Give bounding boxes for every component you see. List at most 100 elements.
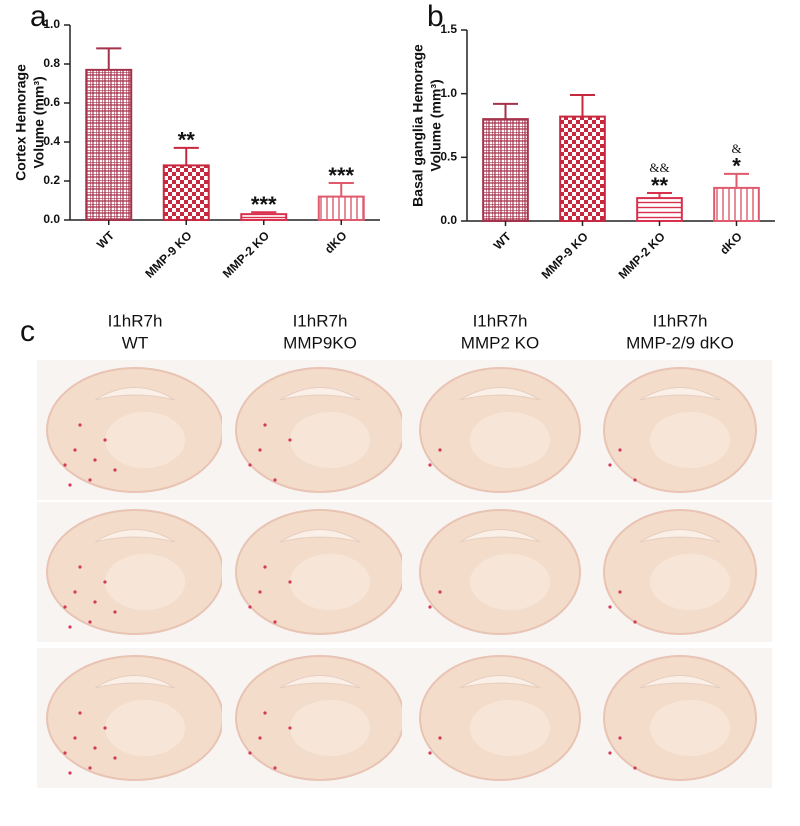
ventricle (279, 529, 361, 543)
significance: *** (251, 192, 277, 217)
significance-amp: & (731, 141, 741, 156)
hemorrhage-speck (258, 448, 262, 452)
hemorrhage-speck (288, 726, 292, 730)
column-header: WT (122, 333, 148, 352)
hemorrhage-speck (78, 711, 82, 715)
hemorrhage-speck (438, 590, 442, 594)
column-header: I1hR7h (108, 311, 163, 330)
hemorrhage-speck (63, 605, 67, 609)
hemorrhage-speck (438, 448, 442, 452)
ventricle (94, 675, 176, 689)
x-tick-label: MMP-9 KO (539, 229, 591, 281)
hemorrhage-speck (248, 463, 252, 467)
ventricle (459, 387, 541, 401)
hemorrhage-speck (438, 736, 442, 740)
slice-highlight (470, 554, 550, 610)
hemorrhage-speck (68, 625, 72, 629)
ventricle (639, 675, 721, 689)
hemorrhage-speck (288, 438, 292, 442)
hemorrhage-speck (273, 766, 277, 770)
hemorrhage-speck (248, 751, 252, 755)
hemorrhage-speck (288, 580, 292, 584)
hemorrhage-speck (73, 448, 77, 452)
panel-label: b (427, 0, 444, 33)
hemorrhage-speck (248, 605, 252, 609)
hemorrhage-speck (273, 620, 277, 624)
ventricle (279, 675, 361, 689)
hemorrhage-speck (68, 483, 72, 487)
slice-highlight (290, 554, 370, 610)
hemorrhage-speck (68, 771, 72, 775)
x-tick-label: WT (94, 228, 118, 252)
bar (482, 118, 529, 222)
column-header: MMP9KO (283, 333, 357, 352)
ventricle (279, 387, 361, 401)
hemorrhage-speck (103, 580, 107, 584)
slice-highlight (105, 700, 185, 756)
bar (85, 68, 133, 221)
slice-highlight (650, 554, 730, 610)
slice-highlight (105, 554, 185, 610)
slice-highlight (470, 412, 550, 468)
hemorrhage-speck (618, 448, 622, 452)
y-tick-label: 0.6 (43, 95, 60, 109)
hemorrhage-speck (273, 478, 277, 482)
hemorrhage-speck (428, 463, 432, 467)
slice-highlight (650, 700, 730, 756)
slice-highlight (650, 412, 730, 468)
x-tick-label: MMP-9 KO (142, 228, 194, 280)
hemorrhage-speck (78, 423, 82, 427)
bar (317, 195, 365, 222)
hemorrhage-speck (618, 590, 622, 594)
hemorrhage-speck (633, 478, 637, 482)
hemorrhage-speck (93, 600, 97, 604)
x-tick-label: WT (491, 229, 515, 253)
hemorrhage-speck (88, 620, 92, 624)
hemorrhage-speck (93, 458, 97, 462)
bar (559, 115, 606, 222)
y-tick-label: 1.0 (43, 17, 60, 31)
hemorrhage-speck (608, 605, 612, 609)
slice-highlight (105, 412, 185, 468)
bar (162, 164, 210, 221)
panel-label: c (20, 315, 35, 348)
significance: ** (651, 173, 669, 198)
column-header: MMP2 KO (461, 333, 539, 352)
column-header: I1hR7h (293, 311, 348, 330)
y-axis-label: Basal ganglia Hemorage (410, 44, 426, 207)
ventricle (639, 529, 721, 543)
hemorrhage-speck (608, 751, 612, 755)
hemorrhage-speck (88, 766, 92, 770)
y-tick-label: 0.2 (43, 173, 60, 187)
significance-amp: && (649, 160, 669, 175)
hemorrhage-speck (88, 478, 92, 482)
significance: ** (178, 128, 196, 153)
ventricle (94, 387, 176, 401)
ventricle (639, 387, 721, 401)
hemorrhage-speck (618, 736, 622, 740)
hemorrhage-speck (258, 736, 262, 740)
y-tick-label: 1.0 (440, 86, 457, 100)
ventricle (459, 675, 541, 689)
hemorrhage-speck (113, 756, 117, 760)
bar (713, 186, 760, 222)
slice-highlight (290, 700, 370, 756)
hemorrhage-speck (63, 751, 67, 755)
y-axis-label: Volume (mm³) (428, 79, 444, 171)
hemorrhage-speck (73, 590, 77, 594)
hemorrhage-speck (103, 438, 107, 442)
x-tick-label: dKO (717, 229, 745, 257)
hemorrhage-speck (428, 751, 432, 755)
hemorrhage-speck (73, 736, 77, 740)
hemorrhage-speck (263, 711, 267, 715)
y-tick-label: 0.4 (43, 134, 60, 148)
column-header: I1hR7h (653, 311, 708, 330)
hemorrhage-speck (113, 468, 117, 472)
column-header: I1hR7h (473, 311, 528, 330)
hemorrhage-speck (63, 463, 67, 467)
y-tick-label: 1.5 (440, 22, 457, 36)
x-tick-label: dKO (322, 228, 350, 256)
y-tick-label: 0.0 (440, 213, 457, 227)
significance: * (732, 154, 741, 179)
